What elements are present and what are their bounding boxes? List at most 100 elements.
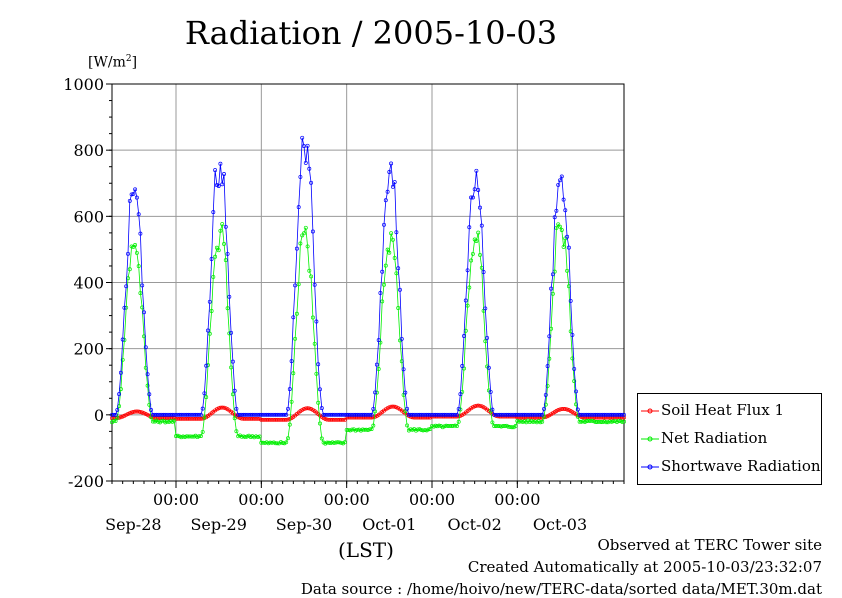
- data-point: [318, 387, 322, 392]
- data-point: [357, 415, 362, 420]
- data-point: [197, 434, 202, 439]
- data-point: [286, 406, 290, 411]
- data-point: [435, 412, 440, 417]
- data-point: [515, 412, 520, 417]
- data-point: [254, 416, 258, 421]
- data-point: [209, 257, 214, 261]
- data-point: [165, 412, 170, 417]
- data-point: [225, 251, 230, 256]
- data-point: [222, 241, 226, 246]
- data-point: [129, 244, 134, 249]
- data-point: [156, 419, 161, 424]
- data-point: [346, 415, 351, 420]
- data-point: [508, 412, 513, 417]
- data-point: [154, 412, 159, 417]
- data-point: [232, 388, 237, 393]
- data-point: [188, 412, 193, 417]
- x-date-label: Sep-30: [276, 515, 332, 534]
- data-point: [524, 412, 529, 417]
- data-point: [198, 416, 203, 421]
- data-point: [453, 423, 458, 428]
- data-point: [513, 424, 518, 428]
- data-point: [211, 274, 216, 279]
- data-point: [190, 416, 194, 421]
- data-point: [127, 198, 132, 203]
- data-point: [232, 416, 237, 421]
- data-point: [604, 412, 609, 417]
- data-point: [499, 424, 504, 429]
- x-tick-label: 00:00: [324, 490, 370, 509]
- data-point: [337, 440, 342, 445]
- data-point: [465, 268, 470, 273]
- data-point: [581, 415, 586, 420]
- data-point: [339, 412, 344, 417]
- data-point: [542, 406, 546, 411]
- data-point: [216, 406, 221, 411]
- data-point: [236, 434, 241, 439]
- data-point: [444, 412, 449, 417]
- data-point: [378, 291, 383, 295]
- data-point: [220, 405, 225, 410]
- data-point: [129, 192, 134, 197]
- data-point: [270, 412, 274, 417]
- data-point: [277, 417, 282, 422]
- data-point: [127, 411, 132, 416]
- data-point: [401, 367, 406, 372]
- data-point: [138, 231, 143, 236]
- data-point: [190, 412, 194, 417]
- data-point: [325, 417, 330, 422]
- legend-item-shortwave-radiation: Shortwave Radiation: [638, 457, 821, 477]
- data-point: [332, 412, 337, 417]
- data-point: [133, 409, 138, 414]
- data-point: [126, 412, 130, 416]
- data-point: [620, 415, 625, 420]
- data-point: [332, 417, 337, 422]
- data-point: [348, 415, 353, 420]
- data-point: [460, 364, 465, 368]
- data-point: [270, 417, 274, 422]
- data-point: [465, 303, 470, 308]
- data-point: [334, 412, 338, 417]
- data-point: [390, 237, 395, 242]
- data-point: [209, 309, 214, 313]
- data-point: [136, 264, 141, 269]
- data-point: [133, 243, 138, 247]
- data-point: [186, 416, 191, 421]
- footer-site: Observed at TERC Tower site: [597, 536, 822, 554]
- data-point: [271, 440, 276, 445]
- data-point: [620, 419, 625, 424]
- data-point: [111, 412, 116, 417]
- data-point: [499, 412, 504, 417]
- data-point: [284, 440, 289, 445]
- data-point: [179, 416, 184, 421]
- data-point: [298, 241, 303, 246]
- data-point: [376, 367, 381, 371]
- data-point: [234, 429, 239, 434]
- data-point: [566, 245, 571, 250]
- data-point: [403, 390, 408, 395]
- data-point: [344, 427, 349, 432]
- data-point: [572, 379, 577, 384]
- data-point: [451, 423, 456, 428]
- footer-created: Created Automatically at 2005-10-03/23:3…: [467, 558, 822, 576]
- data-point: [373, 414, 378, 419]
- data-point: [476, 230, 481, 235]
- data-point: [277, 412, 282, 417]
- data-point: [382, 282, 386, 287]
- data-point: [597, 412, 602, 417]
- data-point: [399, 336, 404, 341]
- data-point: [611, 412, 616, 417]
- data-point: [287, 387, 292, 392]
- data-point: [556, 182, 561, 187]
- data-point: [543, 392, 548, 397]
- data-point: [136, 409, 141, 414]
- y-tick-label: 400: [73, 274, 104, 293]
- data-point: [291, 315, 296, 320]
- data-point: [252, 416, 257, 421]
- data-point: [591, 419, 596, 424]
- data-point: [421, 428, 426, 433]
- footer-source: Data source : /home/hoivo/new/TERC-data/…: [300, 580, 822, 598]
- data-point: [124, 412, 129, 417]
- data-point: [261, 440, 266, 445]
- data-point: [422, 428, 427, 433]
